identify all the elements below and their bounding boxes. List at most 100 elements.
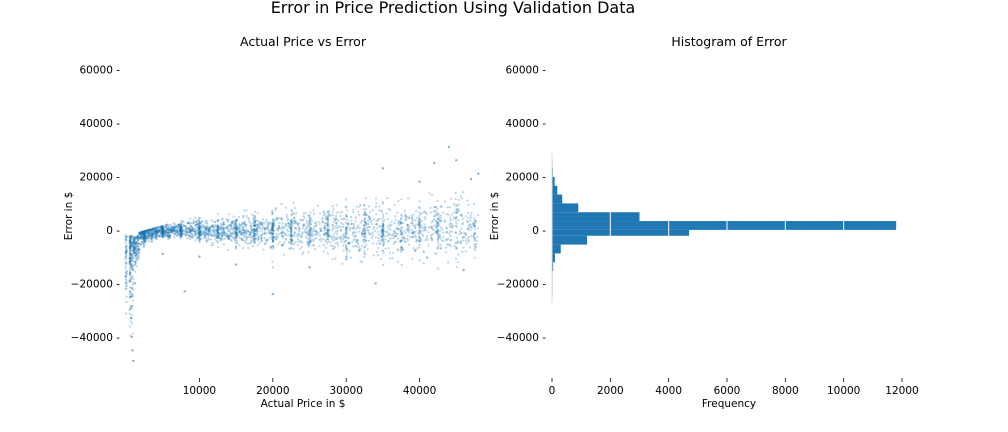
scatter-point — [132, 251, 135, 255]
scatter-point — [188, 222, 191, 225]
scatter-point — [447, 213, 450, 216]
scatter-point — [156, 229, 159, 232]
scatter-point — [333, 217, 336, 220]
scatter-point — [180, 228, 183, 231]
scatter-point — [166, 234, 169, 237]
scatter-point — [278, 222, 281, 225]
scatter-point — [243, 220, 246, 224]
scatter-point — [278, 241, 281, 244]
scatter-point — [216, 230, 219, 233]
scatter-point — [143, 236, 146, 239]
scatter-point — [384, 235, 387, 238]
scatter-point — [182, 225, 185, 228]
scatter-point — [420, 224, 423, 227]
scatter-point — [257, 236, 260, 239]
scatter-point — [341, 262, 344, 265]
scatter-point — [433, 205, 436, 209]
scatter-point — [180, 225, 183, 228]
scatter-point — [344, 235, 347, 238]
scatter-point — [255, 229, 258, 232]
scatter-point — [435, 220, 438, 223]
scatter-point — [140, 235, 144, 238]
scatter-point — [152, 227, 155, 230]
scatter-point — [326, 227, 329, 230]
scatter-point — [328, 228, 331, 231]
scatter-point — [331, 239, 334, 242]
scatter-point — [145, 229, 148, 233]
scatter-point — [138, 231, 141, 234]
scatter-point — [264, 242, 267, 245]
scatter-point — [226, 233, 229, 236]
scatter-point — [413, 249, 416, 252]
scatter-point — [411, 216, 414, 219]
scatter-point — [338, 211, 341, 214]
scatter-point — [211, 241, 214, 244]
scatter-point — [138, 233, 141, 236]
scatter-point — [200, 229, 203, 232]
scatter-point — [241, 239, 244, 242]
scatter-point — [434, 209, 437, 212]
scatter-point — [142, 230, 145, 233]
scatter-point — [143, 230, 146, 234]
scatter-point — [459, 231, 462, 234]
scatter-point — [199, 230, 202, 233]
scatter-point — [398, 220, 401, 224]
scatter-point — [216, 235, 219, 238]
scatter-point — [234, 234, 237, 237]
scatter-point — [243, 232, 246, 235]
scatter-point — [198, 232, 202, 235]
scatter-point — [358, 248, 361, 251]
scatter-point — [290, 220, 293, 223]
scatter-point — [301, 218, 304, 221]
scatter-point — [270, 226, 273, 229]
scatter-point — [359, 259, 362, 263]
scatter-point — [161, 232, 164, 235]
scatter-point — [137, 238, 140, 241]
scatter-point — [438, 234, 442, 238]
scatter-point — [125, 262, 128, 265]
scatter-point — [139, 233, 142, 236]
scatter-point — [253, 229, 256, 233]
scatter-point — [125, 251, 128, 254]
scatter-point — [326, 224, 329, 227]
scatter-point — [162, 227, 165, 230]
scatter-point — [363, 250, 366, 253]
scatter-point — [130, 241, 133, 244]
scatter-point — [129, 235, 132, 238]
scatter-point — [472, 202, 476, 205]
scatter-point — [250, 239, 253, 242]
histogram-title: Histogram of Error — [671, 34, 787, 49]
scatter-point — [460, 214, 464, 217]
scatter-point — [365, 239, 368, 242]
scatter-point — [290, 220, 293, 223]
scatter-point — [142, 230, 146, 233]
scatter-point — [231, 222, 234, 225]
scatter-point — [344, 213, 347, 216]
scatter-point — [147, 231, 150, 234]
scatter-point — [143, 230, 147, 233]
scatter-point — [418, 180, 421, 183]
scatter-point — [418, 246, 421, 249]
scatter-point — [144, 230, 147, 233]
scatter-point — [362, 208, 365, 211]
scatter-point — [248, 233, 252, 236]
scatter-point — [271, 226, 274, 229]
scatter-point — [345, 228, 348, 231]
scatter-point — [222, 228, 225, 231]
scatter-point — [151, 234, 154, 237]
scatter-point — [381, 249, 384, 252]
scatter-point — [296, 223, 299, 226]
scatter-point — [168, 228, 171, 231]
scatter-point — [235, 224, 238, 227]
scatter-point — [232, 215, 235, 218]
scatter-point — [281, 231, 285, 234]
scatter-point — [345, 205, 348, 208]
scatter-point — [185, 227, 188, 230]
scatter-point — [151, 234, 154, 238]
scatter-point — [196, 222, 199, 226]
scatter-point — [451, 226, 454, 229]
scatter-point — [125, 269, 128, 272]
scatter-point — [368, 231, 371, 235]
scatter-point — [133, 260, 137, 264]
scatter-point — [195, 222, 198, 225]
